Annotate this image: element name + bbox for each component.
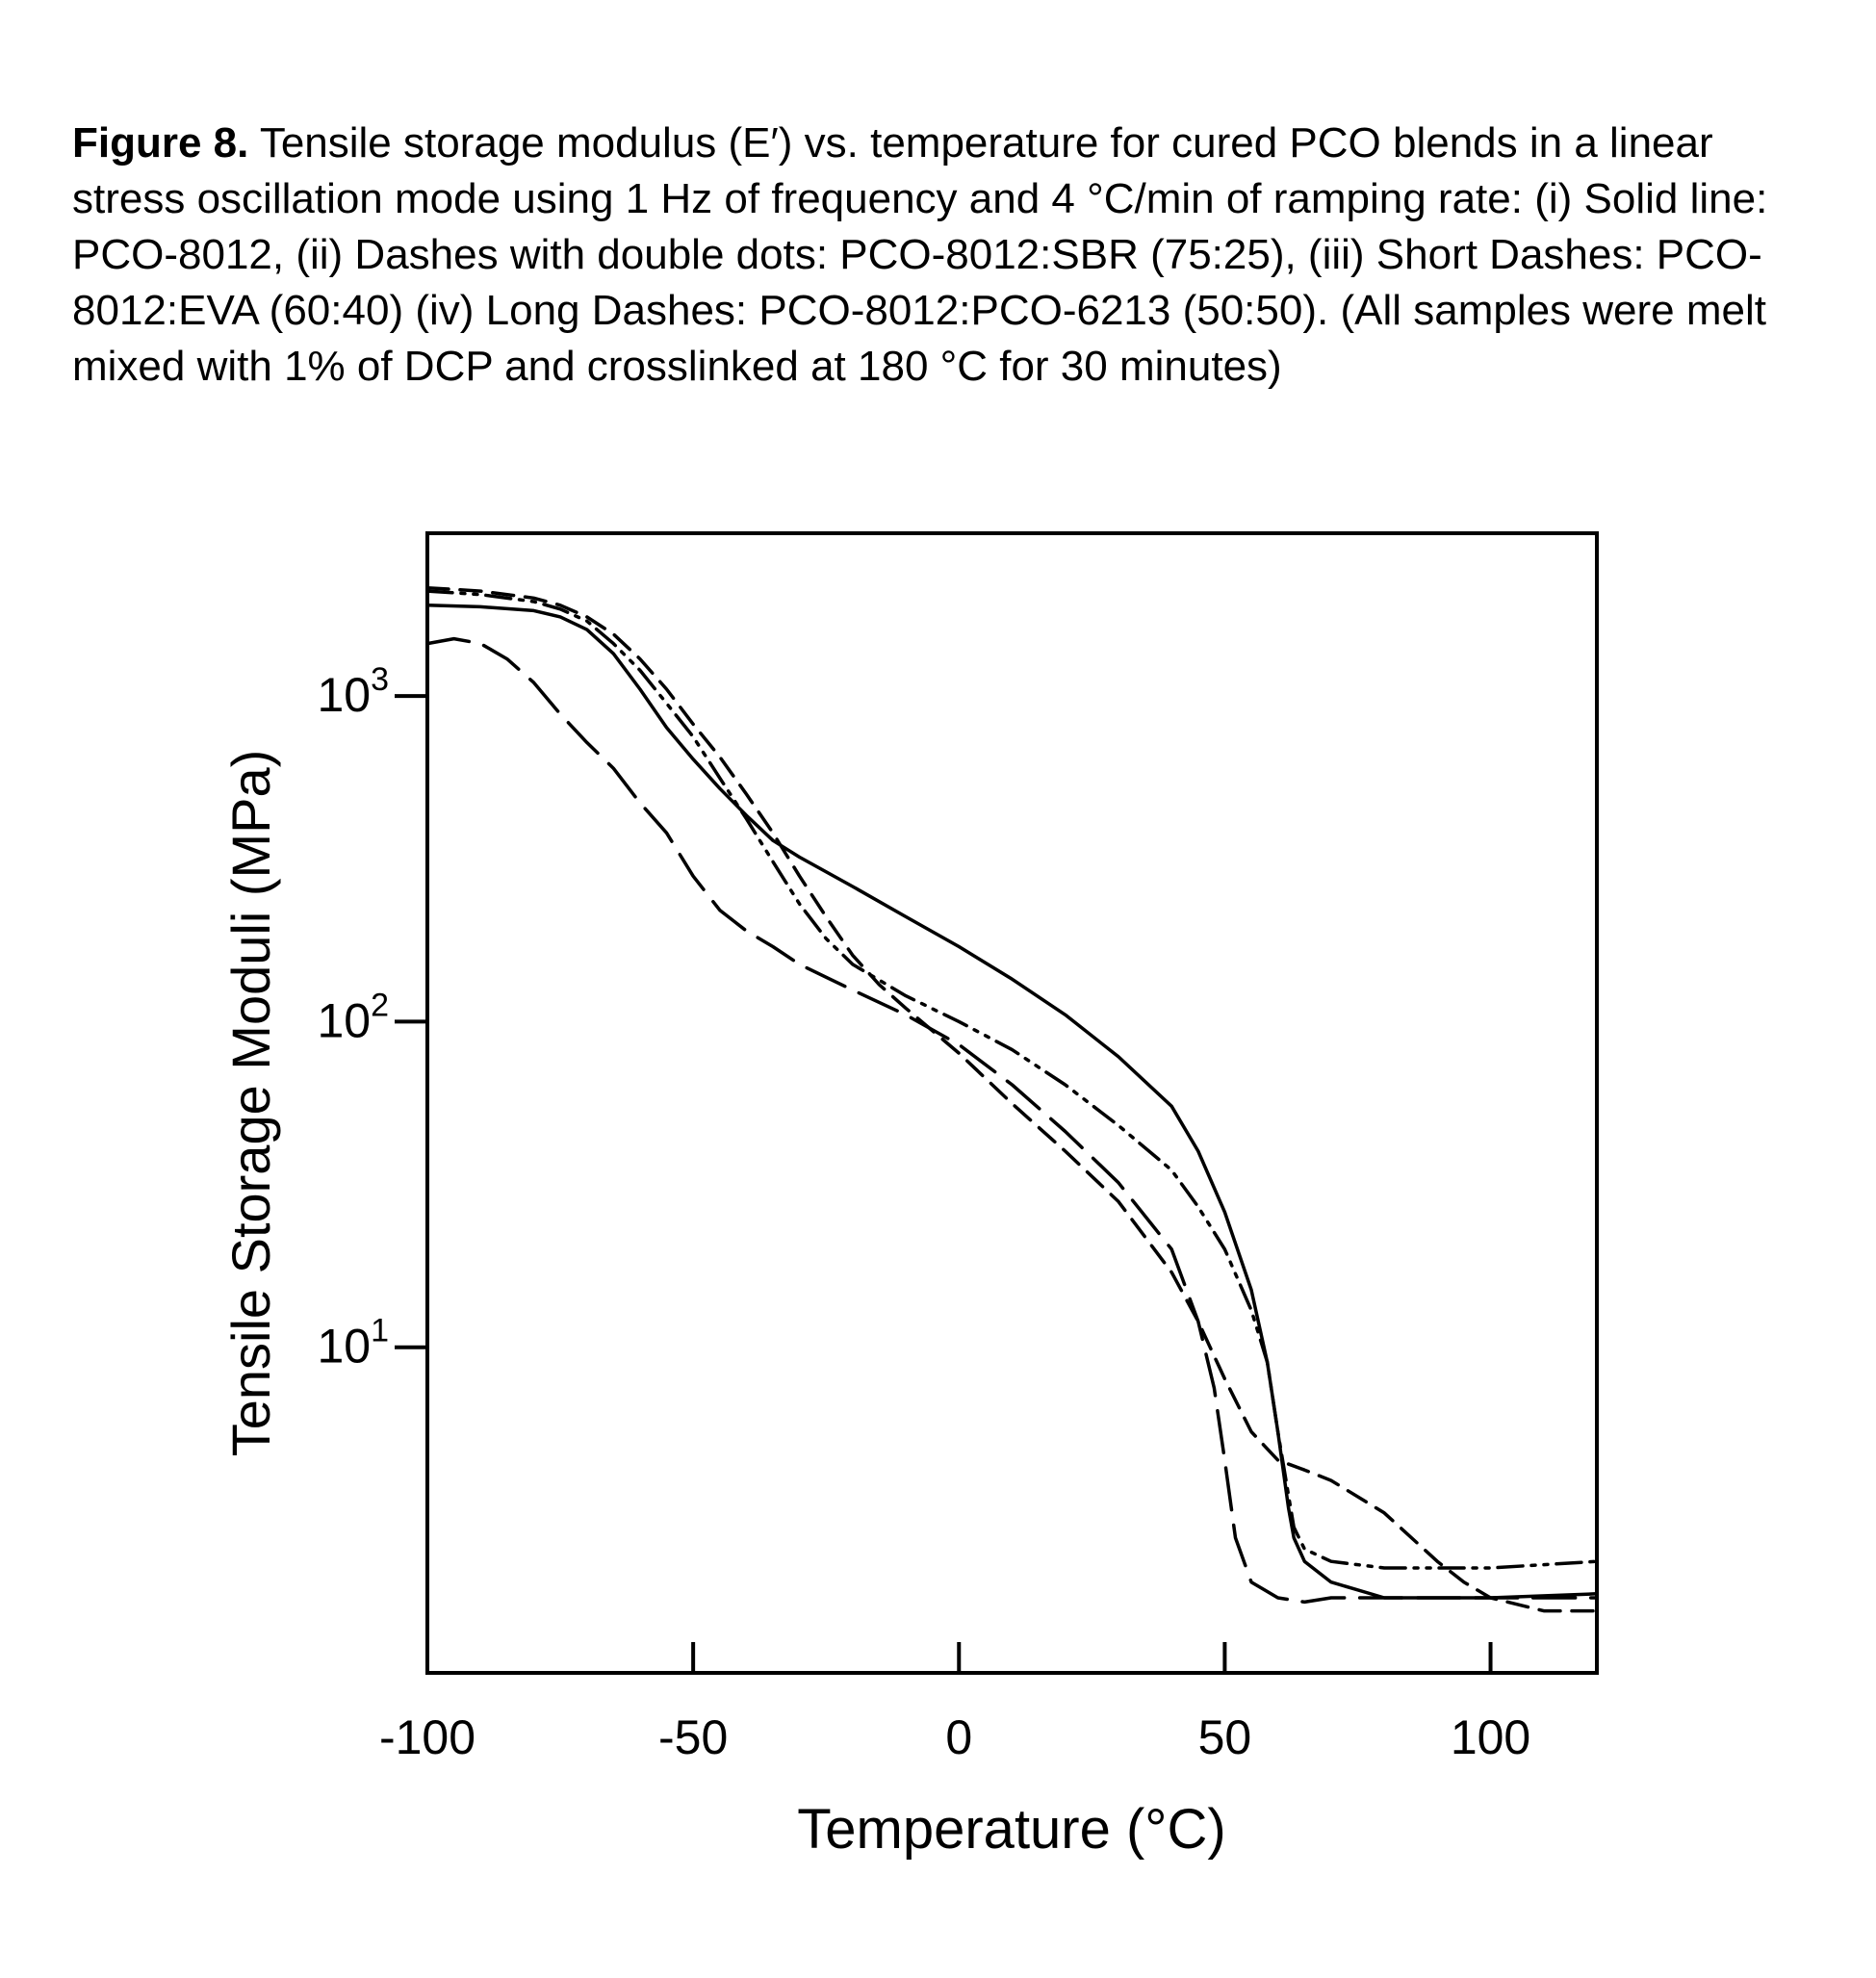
y-tick-label: 103	[317, 661, 389, 722]
plot-frame	[427, 533, 1597, 1673]
y-axis-label: Tensile Storage Moduli (MPa)	[220, 750, 281, 1457]
series-line-solid	[427, 605, 1597, 1598]
x-tick-label: 0	[945, 1710, 972, 1764]
x-tick-label: -100	[379, 1710, 475, 1764]
y-axis-ticks: 101 102 103	[317, 661, 427, 1374]
x-axis-label: Temperature (°C)	[797, 1798, 1225, 1861]
x-tick-label: 50	[1198, 1710, 1252, 1764]
x-axis-ticks: -100 -50 0 50 100	[379, 1642, 1530, 1764]
x-tick-label: 100	[1451, 1710, 1530, 1764]
y-tick-label: 102	[317, 987, 389, 1047]
series-lines	[427, 588, 1597, 1611]
series-line-short-dash	[427, 588, 1597, 1611]
x-tick-label: -50	[658, 1710, 728, 1764]
series-line-long-dash	[427, 639, 1597, 1603]
series-line-dash-dot-dot	[427, 591, 1597, 1568]
y-tick-label: 101	[317, 1313, 389, 1374]
